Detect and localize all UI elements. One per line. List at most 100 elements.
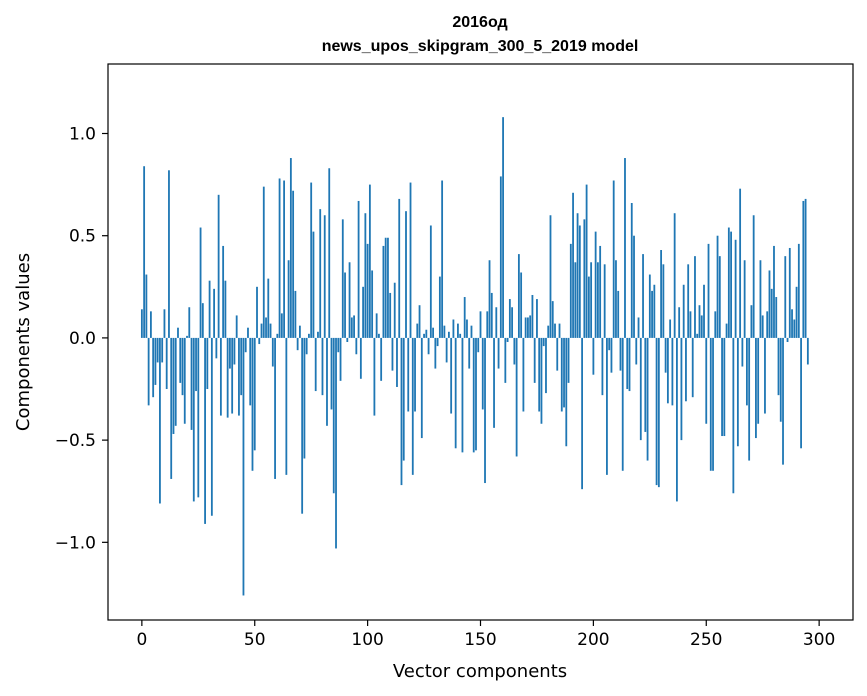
bar-243 (689, 311, 692, 338)
bar-28 (204, 337, 206, 524)
bar-242 (687, 264, 690, 338)
x-tick-label: 150 (464, 630, 496, 650)
bar-248 (700, 315, 703, 338)
bar-13 (170, 337, 173, 479)
bar-207 (608, 337, 611, 351)
bar-258 (723, 337, 726, 437)
bar-175 (536, 299, 538, 338)
bar-185 (558, 323, 561, 338)
bar-139 (454, 337, 457, 449)
bar-104 (375, 313, 378, 338)
bar-42 (235, 315, 238, 338)
bar-235 (671, 337, 674, 406)
bar-65 (287, 260, 290, 338)
bar-225 (648, 274, 651, 338)
bar-167 (517, 254, 520, 338)
plot-frame (107, 63, 854, 621)
y-tick-label: −0.5 (55, 431, 96, 451)
bar-208 (610, 337, 613, 373)
bar-18 (181, 337, 184, 396)
bar-16 (177, 327, 179, 338)
bar-5 (152, 337, 155, 398)
bar-68 (294, 290, 297, 338)
bar-269 (748, 337, 751, 461)
bar-40 (231, 337, 234, 414)
bar-47 (247, 327, 249, 338)
bar-127 (427, 337, 430, 355)
bar-142 (461, 337, 464, 453)
bar-1 (143, 166, 146, 338)
bar-186 (560, 337, 563, 412)
x-tick-label: 250 (690, 630, 722, 650)
bar-103 (373, 337, 376, 416)
bar-24 (195, 337, 197, 392)
bar-85 (332, 337, 335, 494)
bar-29 (206, 337, 209, 390)
bar-244 (691, 337, 694, 398)
bar-89 (341, 219, 344, 338)
bar-121 (414, 337, 416, 412)
bar-245 (694, 256, 696, 338)
bar-34 (217, 194, 220, 338)
bar-183 (554, 323, 556, 338)
bar-32 (213, 288, 216, 338)
bar-262 (732, 337, 735, 494)
bar-290 (795, 286, 798, 338)
bar-232 (664, 337, 667, 373)
bar-52 (258, 337, 261, 345)
y-tick-label: 0.5 (69, 227, 96, 247)
bar-181 (549, 215, 552, 338)
bar-289 (793, 319, 796, 338)
bar-199 (590, 262, 593, 338)
bar-145 (468, 337, 471, 369)
bar-119 (409, 182, 412, 338)
x-tick-label: 100 (351, 630, 383, 650)
bar-233 (666, 337, 669, 404)
bar-12 (168, 170, 170, 338)
bar-11 (165, 337, 168, 390)
bar-66 (289, 158, 292, 338)
bar-281 (775, 297, 778, 338)
bar-110 (389, 292, 392, 338)
bar-7 (156, 337, 159, 363)
bar-135 (445, 337, 448, 363)
bar-272 (755, 337, 757, 439)
bar-211 (617, 290, 620, 338)
bar-150 (479, 311, 482, 338)
bar-46 (244, 337, 247, 353)
bar-112 (393, 282, 396, 338)
bar-45 (242, 337, 245, 596)
bar-82 (326, 337, 328, 426)
bars-group (140, 117, 809, 596)
y-tick-label: 0.0 (69, 329, 96, 349)
bar-217 (630, 203, 633, 338)
bar-9 (161, 337, 164, 363)
bar-274 (759, 260, 762, 338)
bar-131 (436, 337, 439, 347)
bar-87 (337, 337, 340, 353)
bar-130 (434, 337, 437, 369)
bar-116 (402, 337, 405, 461)
bar-158 (497, 337, 500, 369)
bar-156 (493, 337, 495, 428)
bar-22 (190, 337, 193, 430)
bar-128 (429, 225, 432, 338)
bar-61 (278, 178, 281, 338)
bar-153 (486, 311, 489, 338)
x-tick-label: 0 (136, 630, 147, 650)
bar-30 (208, 280, 211, 338)
bar-39 (229, 337, 231, 369)
bar-286 (786, 337, 789, 342)
bar-146 (470, 325, 473, 338)
bar-201 (594, 231, 597, 338)
y-axis-ticks: −1.0 −0.5 0.0 0.5 1.0 (55, 125, 108, 553)
bar-2 (145, 274, 148, 338)
bar-184 (556, 337, 559, 371)
bar-160 (502, 117, 504, 338)
bar-41 (233, 337, 236, 365)
bar-78 (317, 331, 319, 338)
bar-293 (802, 200, 805, 338)
bar-229 (657, 337, 660, 488)
bar-102 (371, 270, 374, 338)
bar-10 (163, 309, 166, 338)
